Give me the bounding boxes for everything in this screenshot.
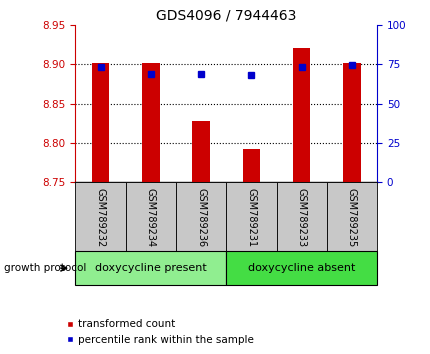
Bar	[226, 251, 376, 285]
Bar	[92, 63, 109, 182]
Bar	[276, 182, 326, 251]
Bar	[175, 182, 226, 251]
Bar	[342, 63, 360, 182]
Legend: transformed count, percentile rank within the sample: transformed count, percentile rank withi…	[61, 315, 257, 349]
Text: GSM789236: GSM789236	[196, 188, 206, 247]
Text: GSM789232: GSM789232	[95, 188, 105, 247]
Text: GSM789234: GSM789234	[145, 188, 156, 247]
Text: GSM789231: GSM789231	[246, 188, 256, 247]
Bar	[126, 182, 175, 251]
Text: doxycycline absent: doxycycline absent	[247, 263, 355, 273]
Bar	[292, 48, 310, 182]
Bar	[242, 149, 260, 182]
Text: GSM789235: GSM789235	[346, 188, 356, 247]
Bar	[226, 182, 276, 251]
Bar	[192, 121, 209, 182]
Bar	[326, 182, 376, 251]
Text: doxycycline present: doxycycline present	[95, 263, 206, 273]
Title: GDS4096 / 7944463: GDS4096 / 7944463	[156, 8, 296, 22]
Bar	[142, 63, 159, 182]
Text: growth protocol: growth protocol	[4, 263, 86, 273]
Text: GSM789233: GSM789233	[296, 188, 306, 247]
Bar	[75, 251, 226, 285]
Bar	[75, 182, 126, 251]
